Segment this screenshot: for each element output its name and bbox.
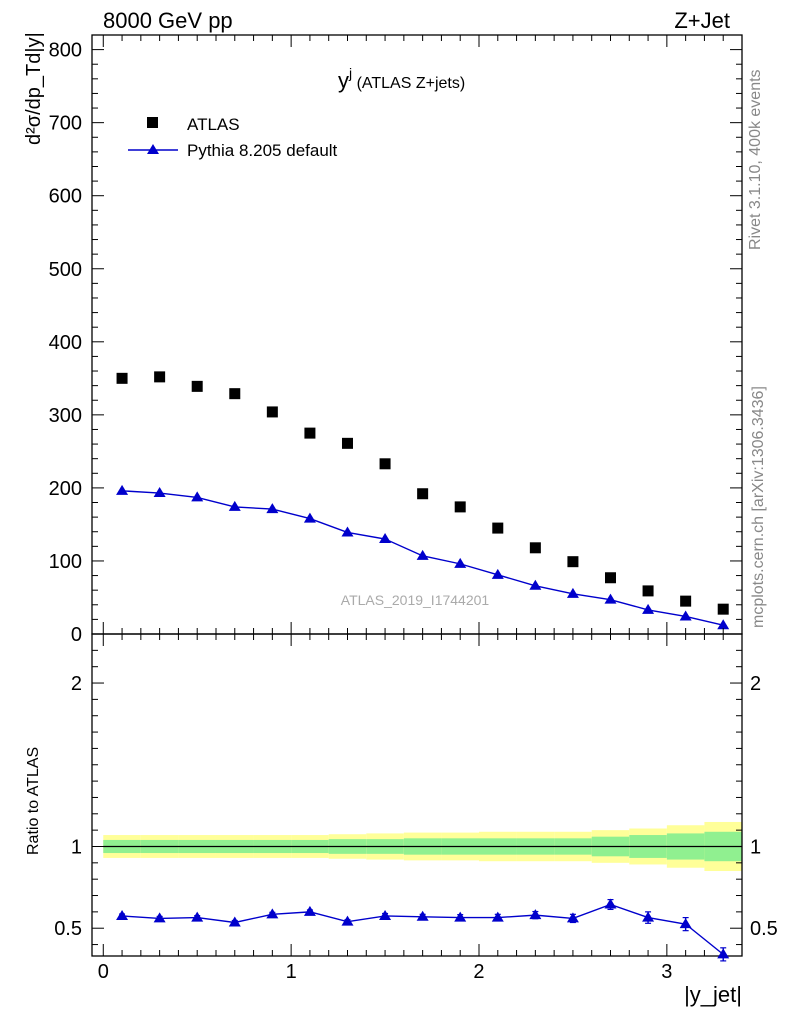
ratio-pythia-point	[341, 915, 354, 926]
pythia-point	[266, 503, 279, 514]
atlas-point	[567, 556, 579, 568]
mcplots-label: mcplots.cern.ch [arXiv:1306.3436]	[750, 386, 767, 628]
process-label: Z+Jet	[674, 8, 730, 33]
ratio-pythia-point	[717, 948, 730, 959]
atlas-point	[229, 388, 241, 400]
legend: ATLAS Pythia 8.205 default	[128, 115, 338, 160]
ratio-pythia-point	[266, 908, 279, 919]
plot-title: yj (ATLAS Z+jets)	[338, 65, 465, 93]
legend-pythia-marker	[147, 144, 159, 154]
ratio-panel: 0 1 2 3 0.5 0.5 1 1 2 2	[54, 622, 778, 983]
x-tick-label: 1	[286, 961, 297, 983]
main-y-tick-label: 300	[49, 405, 82, 427]
atlas-point	[154, 371, 166, 383]
rivet-version-label: Rivet 3.1.10, 400k events	[747, 69, 764, 250]
ratio-y-tick-label-left: 0.5	[54, 918, 82, 940]
main-y-tick-label: 800	[49, 40, 82, 62]
pythia-point	[379, 533, 392, 544]
pythia-point	[303, 512, 316, 523]
pythia-point	[529, 579, 542, 590]
x-tick-label: 3	[661, 961, 672, 983]
pythia-point	[642, 603, 655, 614]
pythia-point	[679, 610, 692, 621]
ratio-y-tick-label-right: 0.5	[750, 918, 778, 940]
main-y-tick-label: 200	[49, 478, 82, 500]
ratio-pythia-point	[529, 909, 542, 920]
ratio-y-tick-label-left: 2	[71, 673, 82, 695]
ratio-pythia-point	[228, 916, 241, 927]
atlas-point	[529, 542, 541, 554]
x-tick-label: 0	[98, 961, 109, 983]
pythia-point	[416, 549, 429, 560]
main-y-tick-label: 500	[49, 259, 82, 281]
ratio-y-tick-label-left: 1	[71, 836, 82, 858]
atlas-point	[717, 603, 729, 615]
atlas-point	[492, 522, 504, 534]
legend-pythia-label: Pythia 8.205 default	[187, 141, 338, 160]
legend-atlas-label: ATLAS	[187, 115, 240, 134]
ratio-pythia-point	[491, 911, 504, 922]
pythia-point	[228, 500, 241, 511]
main-y-tick-label: 100	[49, 551, 82, 573]
atlas-point	[191, 380, 203, 392]
atlas-point	[266, 406, 278, 418]
x-axis-label: |y_jet|	[684, 982, 742, 1007]
atlas-point	[304, 427, 316, 439]
pythia-point	[191, 491, 204, 502]
ratio-frame	[91, 633, 743, 957]
plot-title-superscript: j	[348, 65, 352, 81]
pythia-point	[454, 557, 467, 568]
atlas-point	[379, 458, 391, 470]
ratio-pythia-point	[604, 898, 617, 909]
analysis-watermark: ATLAS_2019_I1744201	[341, 592, 490, 608]
pythia-point	[491, 568, 504, 579]
plot-title-main: y	[338, 68, 349, 93]
ratio-pythia-point	[191, 911, 204, 922]
legend-atlas-marker	[147, 117, 158, 128]
ratio-pythia-point	[642, 911, 655, 922]
ratio-y-tick-label-right: 1	[750, 836, 761, 858]
main-y-tick-label: 400	[49, 332, 82, 354]
ratio-y-tick-label-right: 2	[750, 673, 761, 695]
plot-title-rest: (ATLAS Z+jets)	[352, 75, 465, 92]
main-y-tick-label: 700	[49, 113, 82, 135]
atlas-point	[680, 595, 692, 607]
main-y-tick-label: 600	[49, 186, 82, 208]
ratio-pythia-point	[566, 912, 579, 923]
ratio-pythia-point	[379, 909, 392, 920]
ratio-pythia-point	[454, 911, 467, 922]
atlas-point	[116, 372, 128, 384]
ratio-pythia-point	[416, 910, 429, 921]
ratio-pythia-point	[153, 912, 166, 923]
collision-energy-label: 8000 GeV pp	[103, 8, 233, 33]
ratio-pythia-point	[116, 909, 129, 920]
pythia-point	[153, 487, 166, 498]
pythia-point	[566, 587, 579, 598]
main-y-tick-label: 0	[71, 624, 82, 646]
pythia-point	[717, 619, 730, 630]
main-panel: 0 100 200 300 400 500 600 700 800	[49, 34, 743, 646]
ratio-pythia-point	[679, 918, 692, 929]
atlas-point	[417, 488, 429, 500]
pythia-point	[116, 484, 129, 495]
ratio-y-axis-label: Ratio to ATLAS	[25, 747, 42, 855]
atlas-point	[341, 437, 353, 449]
pythia-point	[604, 593, 617, 604]
atlas-point	[642, 585, 654, 597]
atlas-point	[604, 572, 616, 584]
ratio-pythia-point	[303, 905, 316, 916]
main-y-axis-label: d²σ/dp_Td|y|	[23, 32, 45, 145]
pythia-point	[341, 526, 354, 537]
atlas-point	[454, 501, 466, 513]
x-tick-label: 2	[473, 961, 484, 983]
